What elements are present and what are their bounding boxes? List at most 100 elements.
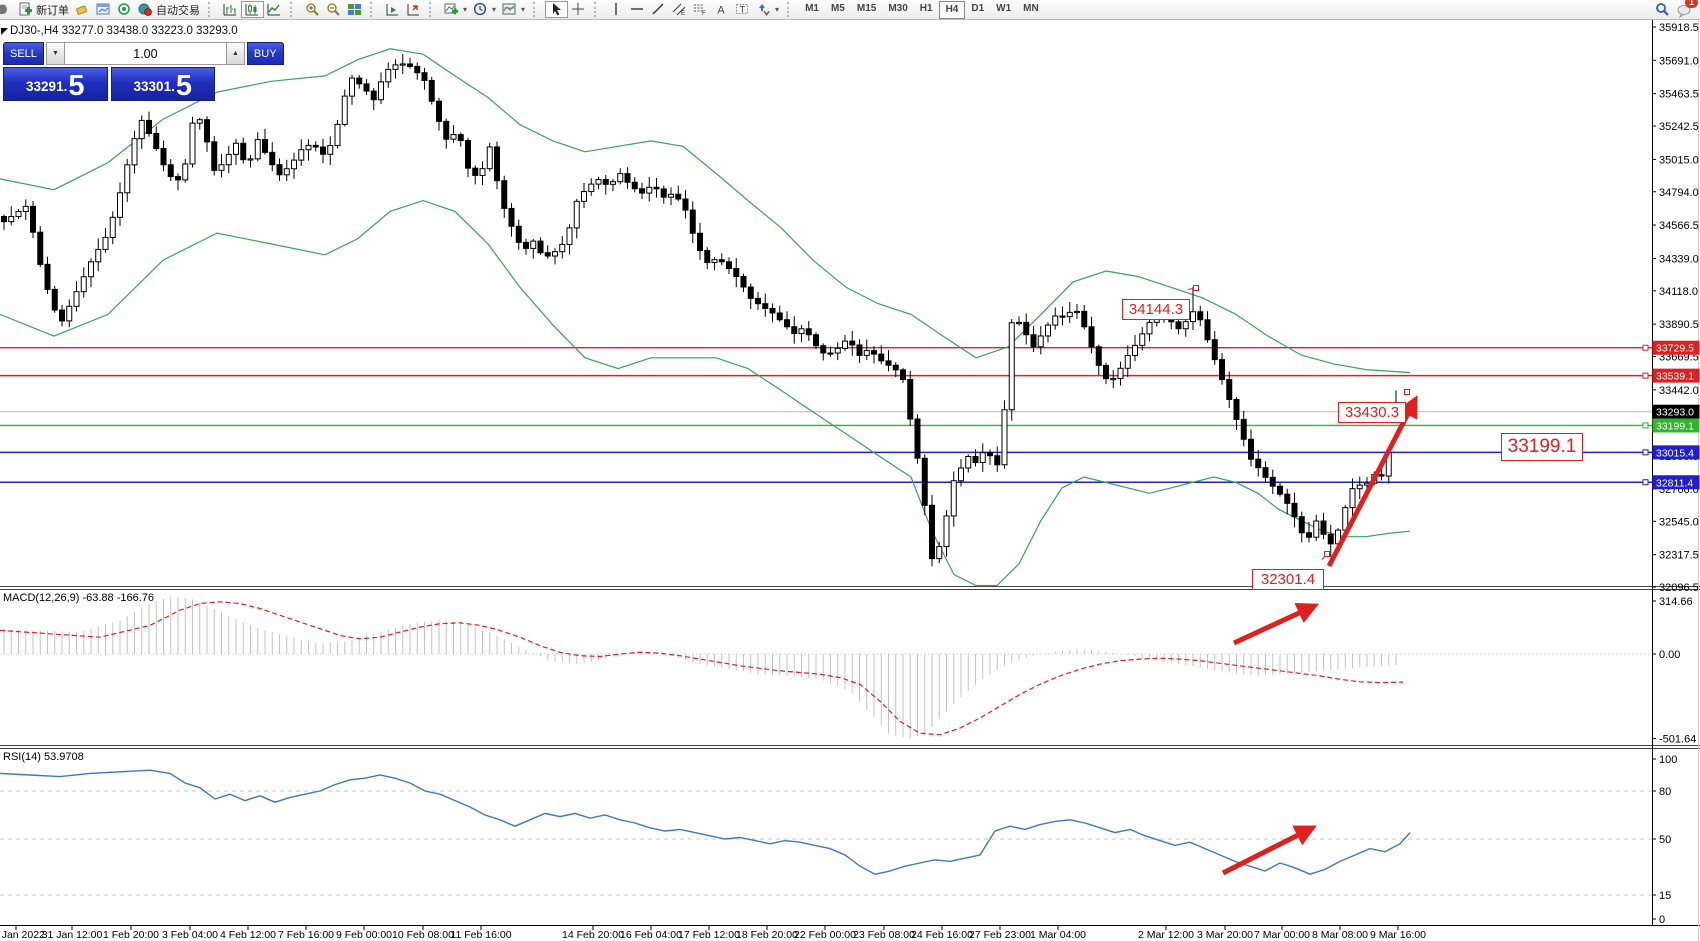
hline-anchor[interactable]: [1642, 344, 1649, 351]
timeframe-MN[interactable]: MN: [1023, 2, 1039, 14]
annotation-anchor[interactable]: [1404, 389, 1410, 395]
templates-button[interactable]: ▾: [499, 1, 528, 18]
line-chart-button[interactable]: [264, 1, 285, 18]
price-annotation-33430[interactable]: 33430.3: [1338, 402, 1406, 423]
text-label-tool-button[interactable]: T: [732, 1, 753, 18]
candle-bull: [1182, 321, 1189, 330]
candle-bear: [921, 457, 928, 506]
chart-window-button[interactable]: [93, 1, 114, 18]
price-badge-label: 33199.1: [1656, 420, 1694, 432]
fibonacci-tool-button[interactable]: F: [690, 1, 711, 18]
buy-button[interactable]: BUY: [246, 42, 284, 65]
time-tick-label: 9 Mar 16:00: [1370, 929, 1426, 941]
arrows-tool-button[interactable]: ▾: [753, 1, 782, 18]
candle-bear: [704, 250, 711, 264]
signals-button[interactable]: [114, 1, 135, 18]
bollinger-lower-band: [0, 199, 1411, 587]
hline-anchor[interactable]: [1642, 479, 1649, 486]
zoom-out-button[interactable]: [323, 1, 344, 18]
crosshair-tool-button[interactable]: [568, 1, 589, 18]
indicators-button[interactable]: ▾: [441, 1, 470, 18]
timeframe-H1[interactable]: H1: [919, 2, 933, 14]
price-tick-label: 35242.5: [1659, 121, 1699, 133]
candle-bull: [131, 138, 138, 166]
candle-bear: [146, 119, 152, 134]
search-icon[interactable]: [1654, 2, 1669, 17]
volume-increase-button[interactable]: ▲: [225, 42, 245, 65]
candle-bull: [117, 192, 123, 218]
price-annotation-32301[interactable]: 32301.4: [1252, 569, 1324, 590]
hline-anchor[interactable]: [1642, 449, 1649, 456]
timeframe-M1[interactable]: M1: [805, 2, 819, 14]
zoom-in-button[interactable]: [302, 1, 323, 18]
candlestick-chart-icon: [245, 2, 260, 17]
time-tick-label: 8 Mar 08:00: [1312, 929, 1368, 941]
auto-trading-button[interactable]: 自动交易: [135, 1, 203, 18]
candle-bear: [37, 231, 44, 265]
toolbar-separator: [290, 2, 299, 17]
chart-canvas[interactable]: 35918.5 35691.0 35463.5 35242.5 35015.0 34794…: [0, 19, 1700, 941]
candle-bear: [494, 146, 500, 182]
sell-price-display[interactable]: 33291. 5: [3, 67, 108, 101]
price-tick-label: 34118.0: [1659, 286, 1698, 298]
vertical-line-tool-button[interactable]: [606, 1, 627, 18]
annotation-anchor[interactable]: [1193, 285, 1199, 291]
zoom-in-icon: [305, 2, 320, 17]
candle-bear: [465, 140, 471, 169]
candle-bull: [73, 291, 80, 307]
candle-bull: [66, 305, 73, 322]
timeframe-D1[interactable]: D1: [971, 2, 985, 14]
price-annotation-33199[interactable]: 33199.1: [1501, 433, 1583, 461]
notifications-button[interactable]: 1: [1677, 0, 1698, 19]
eraser-button[interactable]: [72, 1, 93, 18]
trend-arrow-main[interactable]: [1326, 395, 1418, 568]
candlestick-chart-button[interactable]: [241, 1, 264, 18]
volume-decrease-button[interactable]: ▼: [45, 42, 65, 65]
trendline-tool-button[interactable]: [648, 1, 669, 18]
channel-tool-button[interactable]: E: [669, 1, 690, 18]
chart-area[interactable]: 35918.5 35691.0 35463.5 35242.5 35015.0 34794…: [0, 19, 1700, 941]
price-axis[interactable]: 35918.5 35691.0 35463.5 35242.5 35015.0 34794…: [1652, 22, 1700, 926]
time-tick-label: 3 Mar 20:00: [1197, 929, 1253, 941]
candle-bull: [1356, 484, 1363, 490]
timeframe-M30[interactable]: M30: [888, 2, 908, 14]
text-tool-button[interactable]: A: [711, 1, 732, 18]
candle-bull: [979, 452, 986, 463]
candle-bear: [987, 452, 993, 457]
chart-shift-button[interactable]: [403, 1, 424, 18]
hline-anchor[interactable]: [1642, 372, 1649, 379]
annotation-anchor[interactable]: [1324, 551, 1330, 557]
bar-chart-button[interactable]: [220, 1, 241, 18]
candle-bull: [595, 178, 602, 185]
cursor-tool-button[interactable]: [545, 1, 569, 18]
hline-anchor[interactable]: [1642, 422, 1649, 429]
timeframe-H4[interactable]: H4: [938, 0, 966, 19]
tile-windows-button[interactable]: [344, 1, 365, 18]
candle-bull: [247, 158, 254, 161]
time-tick-label: 4 Feb 12:00: [220, 929, 276, 941]
volume-input[interactable]: [64, 42, 226, 65]
candle-bear: [892, 364, 899, 371]
new-order-button[interactable]: 新订单: [15, 1, 72, 18]
trend-arrow-rsi[interactable]: [1221, 825, 1317, 876]
buy-price-display[interactable]: 33301. 5: [110, 67, 215, 101]
candle-bear: [1320, 520, 1327, 535]
periods-button[interactable]: ▾: [470, 1, 499, 18]
clipped-edge-icon: [0, 2, 15, 17]
timeframe-M15[interactable]: M15: [856, 2, 877, 14]
candle-bear: [523, 241, 529, 249]
candle-bull: [1066, 311, 1073, 318]
price-annotation-34144[interactable]: 34144.3: [1122, 299, 1190, 320]
candle-bull: [668, 193, 674, 198]
candle-bear: [1211, 339, 1218, 361]
horizontal-line-tool-button[interactable]: [627, 1, 648, 18]
trend-arrow-macd[interactable]: [1232, 603, 1319, 646]
timeframe-M5[interactable]: M5: [830, 2, 845, 14]
trend-arrows[interactable]: [1187, 285, 1418, 876]
timeframe-W1[interactable]: W1: [996, 2, 1012, 14]
sell-button[interactable]: SELL: [3, 42, 44, 65]
candle-bear: [675, 193, 682, 200]
candle-bear: [436, 100, 442, 122]
auto-scroll-button[interactable]: [382, 1, 403, 18]
